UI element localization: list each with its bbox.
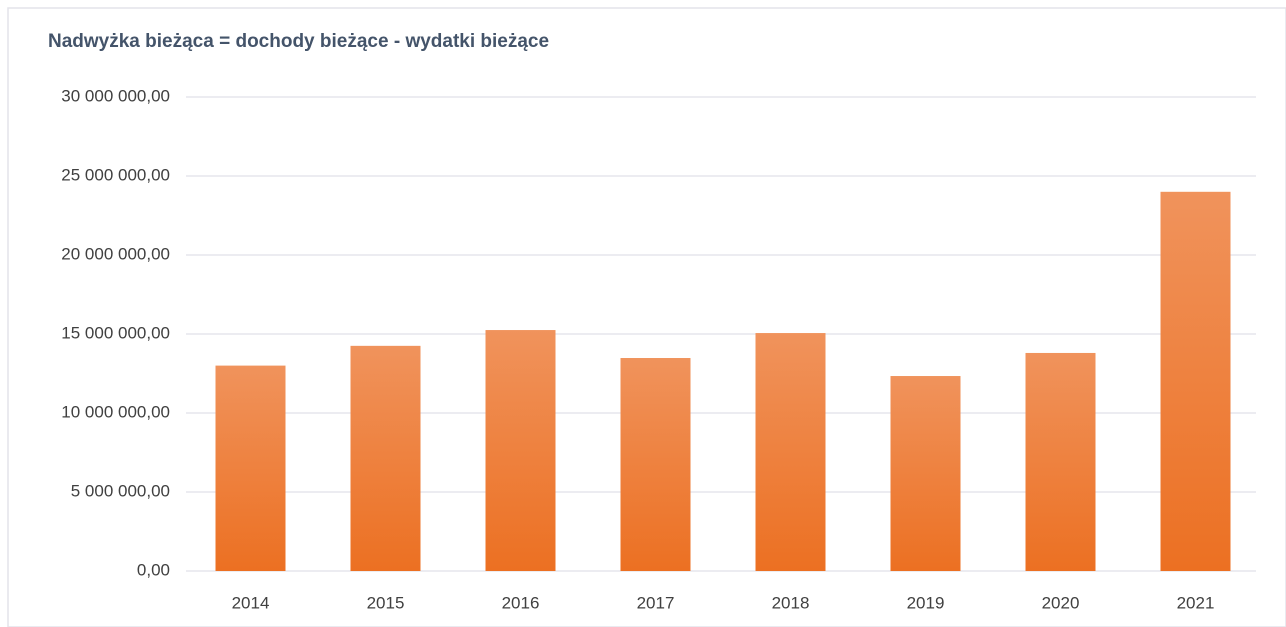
bar — [755, 333, 826, 571]
bar — [1160, 191, 1231, 572]
y-tick-label: 0,00 — [137, 560, 170, 579]
bar — [620, 358, 691, 571]
bar — [215, 365, 286, 571]
bar — [890, 376, 961, 571]
x-tick-label: 2020 — [1042, 593, 1080, 612]
y-tick-label: 5 000 000,00 — [71, 481, 170, 500]
y-tick-label: 30 000 000,00 — [61, 86, 170, 105]
x-tick-label: 2019 — [907, 593, 945, 612]
bar — [1025, 352, 1096, 571]
x-tick-label: 2015 — [367, 593, 405, 612]
bar — [485, 330, 556, 571]
y-tick-label: 20 000 000,00 — [61, 244, 170, 263]
x-tick-label: 2016 — [502, 593, 540, 612]
chart-title: Nadwyżka bieżąca = dochody bieżące - wyd… — [48, 31, 549, 52]
x-tick-label: 2021 — [1177, 593, 1215, 612]
y-tick-label: 25 000 000,00 — [61, 165, 170, 184]
x-tick-label: 2017 — [637, 593, 675, 612]
bar — [350, 345, 421, 571]
y-tick-label: 15 000 000,00 — [61, 323, 170, 342]
y-tick-label: 10 000 000,00 — [61, 402, 170, 421]
x-tick-label: 2014 — [232, 593, 270, 612]
x-tick-label: 2018 — [772, 593, 810, 612]
